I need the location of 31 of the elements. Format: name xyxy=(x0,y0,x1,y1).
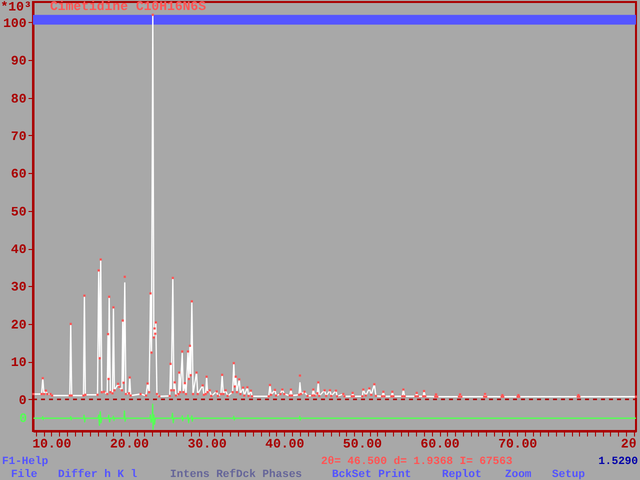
y-tick-label: 60 xyxy=(10,166,27,182)
y-tick-label: 30 xyxy=(10,280,27,295)
text: BckSet Print xyxy=(332,469,412,480)
x-tick-label: 10.00 xyxy=(32,436,72,452)
text: Zoom xyxy=(505,469,532,480)
x-tick-label: 20.00 xyxy=(110,436,150,452)
text: Replot xyxy=(442,469,482,480)
y-tick-label: 0 xyxy=(18,392,27,408)
x-tick-label: 70.00 xyxy=(498,436,538,452)
y-tick-label: 90 xyxy=(10,54,27,69)
text: 1.5290 xyxy=(598,456,638,468)
text: Intens RefDck Phases xyxy=(170,468,302,480)
text: File xyxy=(11,469,38,480)
text: Differ h K l xyxy=(58,468,138,480)
text: Setup xyxy=(552,469,586,480)
x-tick-label: 50.00 xyxy=(342,436,382,452)
x-tick-label: 30.00 xyxy=(188,436,227,452)
chart-title: Cimetidine C10H16N6S xyxy=(50,0,206,14)
y-tick-label: 70 xyxy=(10,128,27,144)
text: F1-Help xyxy=(2,456,49,468)
x-tick-label: 40.00 xyxy=(265,436,304,452)
y-tick-label: 80 xyxy=(10,91,27,106)
y-axis-title: *10³ xyxy=(0,0,32,14)
y-tick-label: 10 xyxy=(10,355,27,370)
text: 2θ= 46.500 d= 1.9368 I= 67563 xyxy=(321,456,513,468)
x-tick-label: 60.00 xyxy=(420,436,460,452)
y-tick-label: 40 xyxy=(10,242,27,258)
y-tick-label: 50 xyxy=(10,204,27,220)
y-tick-label: 20 xyxy=(10,317,27,332)
x-axis-title: 2θ xyxy=(620,436,636,452)
y-tick-label: 100 xyxy=(3,16,27,31)
